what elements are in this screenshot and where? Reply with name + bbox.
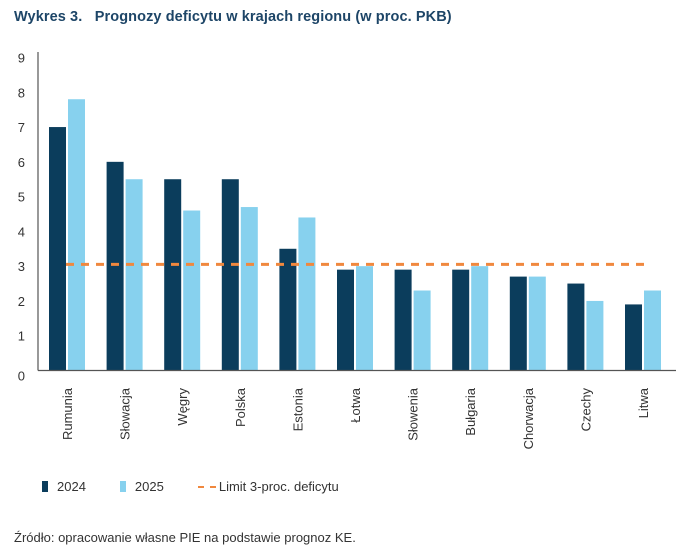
bar-2024 [164,179,182,371]
x-tick-label: Bułgaria [463,387,478,435]
x-tick-label: Węgry [175,388,190,426]
bar-2024 [567,283,585,371]
bar-2025 [240,207,258,371]
source-note: Źródło: opracowanie własne PIE na podsta… [14,530,356,545]
y-tick-label: 9 [18,51,25,66]
legend: 2024 2025 Limit 3-proc. deficytu [42,479,373,494]
bar-2025 [68,99,85,371]
bar-2024 [221,179,239,371]
bar-2024 [106,161,124,371]
x-tick-label: Słowacja [118,387,133,440]
y-tick-label: 7 [18,120,25,135]
x-tick-label: Chorwacja [521,387,536,449]
legend-label: 2025 [134,479,164,494]
bar-2024 [394,269,412,371]
x-tick-label: Czechy [578,388,593,432]
y-tick-label: 3 [18,259,25,274]
bar-swatch-icon [42,481,48,492]
legend-item-limit: Limit 3-proc. deficytu [197,479,339,494]
x-tick-label: Rumunia [60,387,75,440]
chart-title: Wykres 3. Prognozy deficytu w krajach re… [14,9,452,25]
y-tick-label: 1 [18,329,25,344]
bar-2025 [528,276,546,371]
dashed-line-icon [197,485,216,488]
x-tick-label: Litwa [636,387,651,418]
bar-2024 [509,276,527,371]
bar-2025 [183,210,201,371]
bar-2025 [298,217,316,371]
bar-2025 [413,290,431,371]
y-axis-ticks: 0 1 2 3 4 5 6 7 8 9 [18,51,25,384]
legend-item-2024: 2024 [42,479,86,494]
bar-2024 [279,248,297,371]
bar-2025 [356,266,373,371]
legend-item-2025: 2025 [119,479,164,494]
y-tick-label: 0 [18,369,25,384]
y-tick-label: 6 [18,155,25,170]
legend-label: Limit 3-proc. deficytu [218,479,339,494]
x-tick-label: Polska [233,387,248,427]
x-axis-labels: Rumunia Słowacja Węgry Polska Estonia Łotwa Sł… [60,387,651,449]
x-tick-label: Estonia [290,387,305,431]
y-tick-label: 2 [18,294,25,309]
y-tick-label: 5 [18,190,25,205]
bar-2025 [125,179,143,371]
bar-2024 [625,304,642,371]
y-tick-label: 8 [18,85,25,100]
bar-2025 [586,300,604,371]
bar-2024 [452,269,470,371]
bar-2024 [49,127,66,371]
legend-label: 2024 [57,479,86,494]
bar-2025 [644,290,661,371]
x-tick-label: Łotwa [348,387,363,422]
bars [49,99,661,371]
x-tick-label: Słowenia [406,387,421,441]
bar-2025 [471,266,489,371]
bar-chart: 0 1 2 3 4 5 6 7 8 9 Rumunia Słowacja Węgry Polska Est… [18,51,676,449]
bar-swatch-icon [119,481,126,492]
y-tick-label: 4 [18,224,25,239]
bar-2024 [337,269,354,371]
